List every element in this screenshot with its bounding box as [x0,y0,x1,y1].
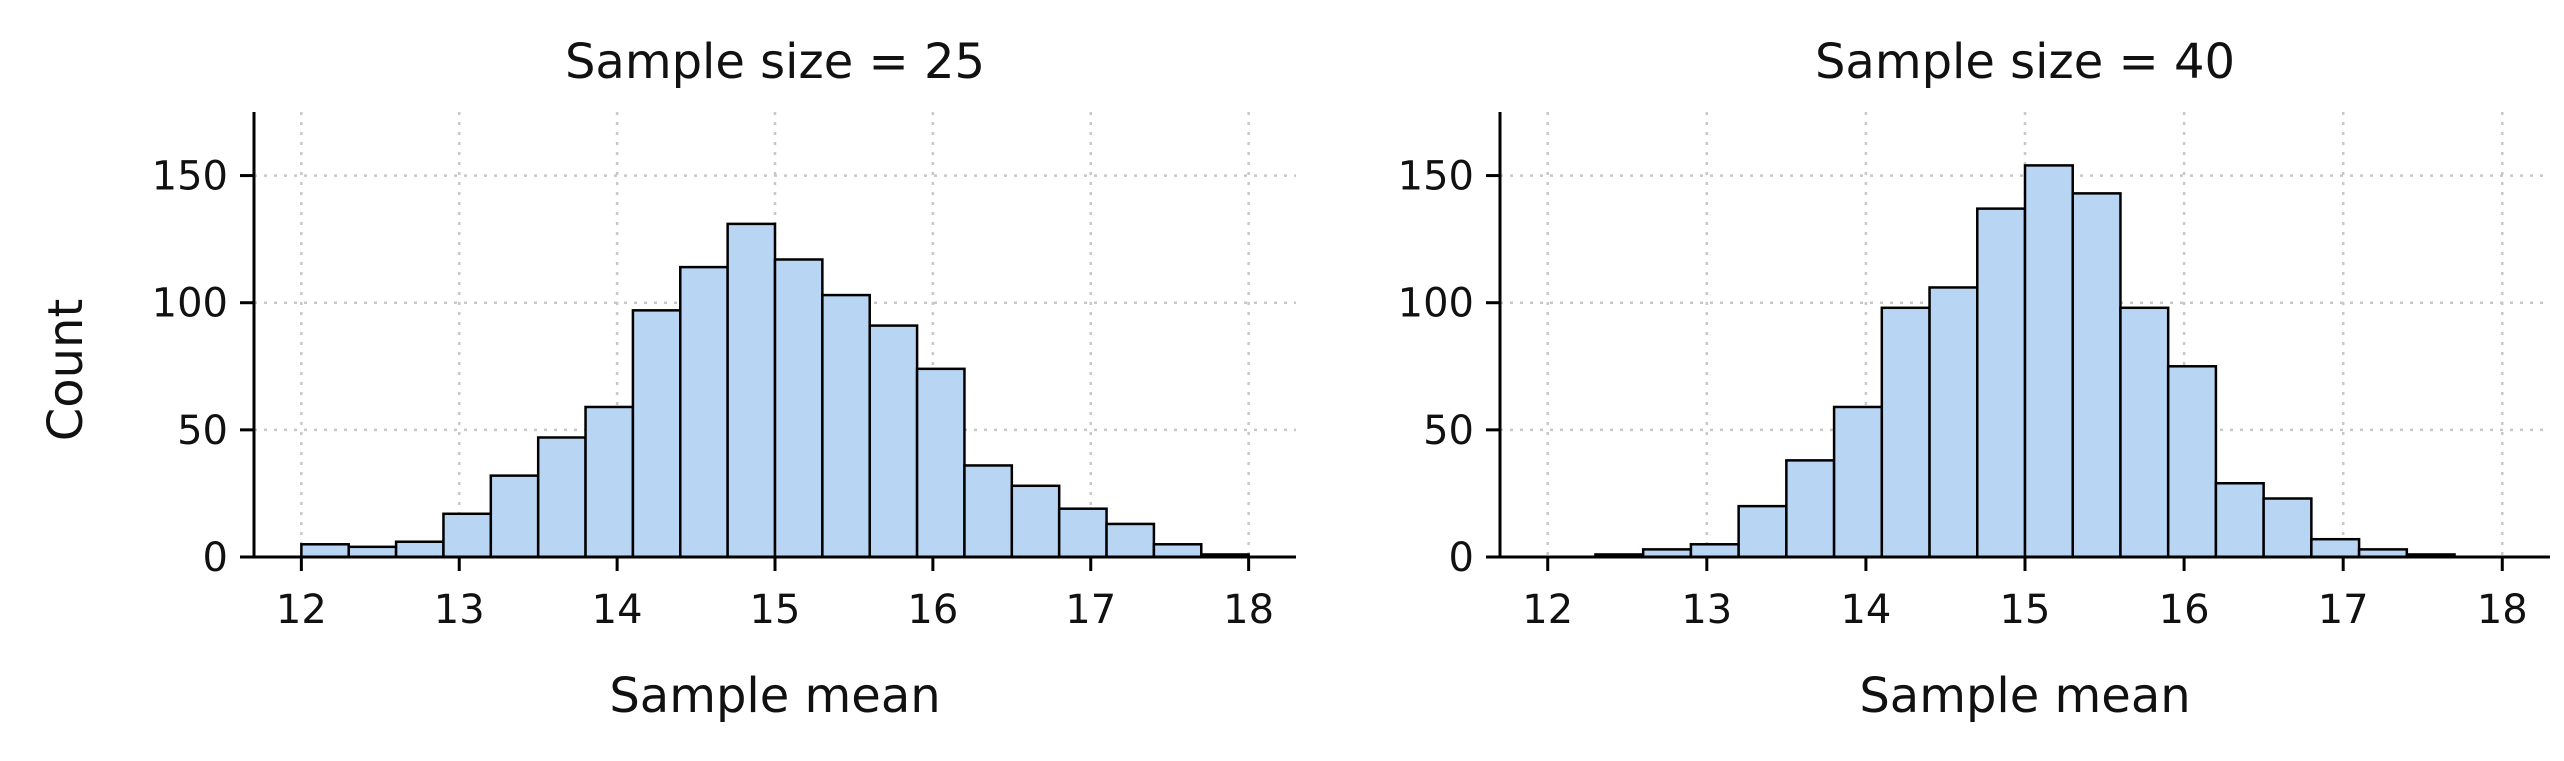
x-tick-label: 18 [2477,587,2528,633]
histogram-bar [1928,286,1979,559]
histogram-bar [489,474,540,559]
histogram-bar [347,545,398,559]
x-tick-label: 12 [1522,587,1573,633]
histogram-bar [1785,459,1836,559]
axes: 12 13 14 15 16 17 18 0 50 100 150 [152,112,1296,633]
panel-sample-size-25: Sample size = 25 Sample mean Count 12 13 1… [38,34,1296,724]
histogram-bar [2119,306,2170,559]
y-tick-label: 150 [1398,154,1474,200]
x-tick-label: 18 [1223,587,1274,633]
x-tick-label: 16 [907,587,958,633]
histogram-bar [1105,522,1156,559]
histogram-bar [2166,365,2218,559]
histogram-bar [2214,482,2265,559]
histogram-bar [2262,497,2313,559]
x-tick-label: 16 [2159,587,2210,633]
x-tick-label: 13 [1681,587,1732,633]
x-axis-label: Sample mean [609,668,940,724]
x-tick-label: 13 [434,587,485,633]
bars [300,222,1250,559]
histogram-bar [1010,484,1061,559]
y-tick-label: 0 [203,535,228,581]
histogram-bar [300,543,350,559]
y-tick-label: 50 [177,408,228,454]
histogram-bar [584,405,635,559]
histogram-bar [821,293,871,559]
histogram-bar [2023,164,2074,559]
histogram-bar [679,265,729,559]
histogram-bar [631,309,682,559]
y-tick-label: 0 [1449,535,1474,581]
histogram-bar [773,258,824,559]
x-tick-label: 15 [2000,587,2051,633]
histogram-bar [1152,543,1203,559]
histogram-bar [536,436,587,559]
y-tick-label: 150 [152,154,228,200]
x-tick-label: 14 [592,587,643,633]
y-tick-label: 100 [152,281,228,327]
axes: 12 13 14 15 16 17 18 0 50 100 150 [1398,112,2550,633]
y-tick-label: 50 [1423,408,1474,454]
histogram-bar [1737,504,1788,559]
histogram-bar [1976,207,2027,559]
x-tick-label: 17 [1065,587,1116,633]
panel-sample-size-40: Sample size = 40 Sample mean 12 13 14 15 16 1… [1398,34,2550,724]
histogram-bar [2310,537,2361,559]
histogram-bar [1057,507,1108,559]
histogram-bar [442,512,493,559]
histogram-bar [394,540,445,559]
histogram-bar [2071,192,2122,559]
x-tick-label: 17 [2318,587,2369,633]
histogram-bar [1832,405,1884,559]
y-axis-label: Count [38,299,94,442]
x-tick-label: 12 [276,587,327,633]
histogram-bar [868,324,919,559]
histogram-bar [1880,306,1931,559]
x-tick-label: 14 [1840,587,1891,633]
histogram-bar [1689,543,1740,559]
histogram-bar [726,222,777,559]
histogram-bar [915,367,966,559]
x-tick-label: 15 [750,587,801,633]
panel-title: Sample size = 40 [1815,34,2235,90]
x-axis-label: Sample mean [1859,668,2190,724]
bars [1594,164,2456,559]
panel-title: Sample size = 25 [565,34,985,90]
histogram-bar [963,464,1014,559]
y-tick-label: 100 [1398,281,1474,327]
